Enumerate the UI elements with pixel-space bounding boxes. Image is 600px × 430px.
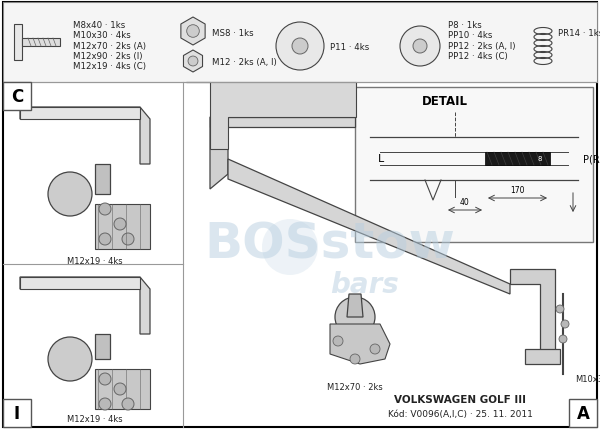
- Text: VOLKSWAGEN GOLF III: VOLKSWAGEN GOLF III: [394, 394, 526, 404]
- Text: Kód: V0096(A,I,C) · 25. 11. 2011: Kód: V0096(A,I,C) · 25. 11. 2011: [388, 409, 532, 418]
- Circle shape: [400, 27, 440, 67]
- Bar: [355, 88, 593, 243]
- Text: BOSstow: BOSstow: [205, 221, 455, 268]
- Text: I: I: [14, 404, 20, 422]
- Text: M12x90 · 2ks (I): M12x90 · 2ks (I): [73, 51, 143, 60]
- Polygon shape: [210, 118, 228, 190]
- Polygon shape: [210, 118, 355, 128]
- Circle shape: [122, 233, 134, 246]
- Circle shape: [99, 203, 111, 215]
- Polygon shape: [347, 294, 363, 317]
- Circle shape: [335, 297, 375, 337]
- Text: M10x30 · 4ks: M10x30 · 4ks: [73, 31, 131, 40]
- Text: M8x40 · 1ks: M8x40 · 1ks: [73, 22, 125, 31]
- Text: A: A: [577, 404, 589, 422]
- Bar: [485, 153, 550, 166]
- Text: 170: 170: [510, 186, 524, 194]
- Circle shape: [48, 337, 92, 381]
- Text: P11 · 4ks: P11 · 4ks: [330, 43, 369, 51]
- Bar: [569, 399, 597, 427]
- Text: PP12 · 4ks (C): PP12 · 4ks (C): [448, 51, 508, 60]
- Circle shape: [188, 57, 198, 67]
- Text: M12x19 · 4ks (C): M12x19 · 4ks (C): [73, 61, 146, 71]
- Text: M12x19 · 4ks: M12x19 · 4ks: [67, 415, 123, 424]
- Bar: [95, 369, 150, 409]
- Polygon shape: [20, 277, 140, 289]
- Polygon shape: [14, 25, 22, 61]
- Text: M12 · 2ks (A, I): M12 · 2ks (A, I): [212, 58, 277, 68]
- Bar: [3, 83, 31, 111]
- Text: L: L: [378, 154, 384, 164]
- Text: M12x70 · 2ks: M12x70 · 2ks: [327, 383, 383, 392]
- Circle shape: [99, 373, 111, 385]
- Polygon shape: [184, 51, 203, 73]
- Text: P8 · 1ks: P8 · 1ks: [448, 22, 482, 31]
- Polygon shape: [181, 18, 205, 46]
- Text: M12x70 · 2ks (A): M12x70 · 2ks (A): [73, 41, 146, 50]
- Circle shape: [114, 383, 126, 395]
- Circle shape: [276, 23, 324, 71]
- Circle shape: [333, 336, 343, 346]
- Circle shape: [350, 354, 360, 364]
- Polygon shape: [510, 269, 555, 359]
- Circle shape: [114, 218, 126, 230]
- Text: MS8 · 1ks: MS8 · 1ks: [212, 28, 254, 37]
- Polygon shape: [228, 160, 510, 294]
- Circle shape: [48, 172, 92, 216]
- Polygon shape: [95, 165, 110, 194]
- Polygon shape: [330, 324, 390, 364]
- Polygon shape: [20, 277, 150, 334]
- Text: 40: 40: [460, 197, 470, 206]
- Bar: [3, 399, 31, 427]
- Polygon shape: [20, 108, 150, 165]
- Circle shape: [187, 26, 199, 38]
- Text: 8: 8: [538, 156, 542, 162]
- Circle shape: [99, 233, 111, 246]
- Polygon shape: [20, 108, 140, 120]
- Circle shape: [556, 305, 564, 313]
- Circle shape: [292, 39, 308, 55]
- Text: C: C: [11, 88, 23, 106]
- Text: M10x30: M10x30: [575, 375, 600, 384]
- Text: M12x19 · 4ks: M12x19 · 4ks: [67, 257, 123, 266]
- Circle shape: [561, 320, 569, 328]
- Circle shape: [99, 398, 111, 410]
- Polygon shape: [186, 83, 356, 150]
- Circle shape: [122, 398, 134, 410]
- Circle shape: [559, 335, 567, 343]
- Text: PP12 · 2ks (A, I): PP12 · 2ks (A, I): [448, 41, 515, 50]
- Text: P(R): P(R): [583, 154, 600, 164]
- Text: bars: bars: [331, 270, 400, 298]
- Bar: [22, 39, 60, 47]
- Polygon shape: [525, 349, 560, 364]
- Bar: [95, 205, 150, 249]
- Text: PP10 · 4ks: PP10 · 4ks: [448, 31, 493, 40]
- Circle shape: [413, 40, 427, 54]
- Circle shape: [262, 219, 318, 275]
- Circle shape: [370, 344, 380, 354]
- Bar: [3, 3, 597, 83]
- Text: DETAIL: DETAIL: [422, 95, 468, 108]
- Polygon shape: [95, 334, 110, 359]
- Text: PR14 · 1ks: PR14 · 1ks: [558, 28, 600, 37]
